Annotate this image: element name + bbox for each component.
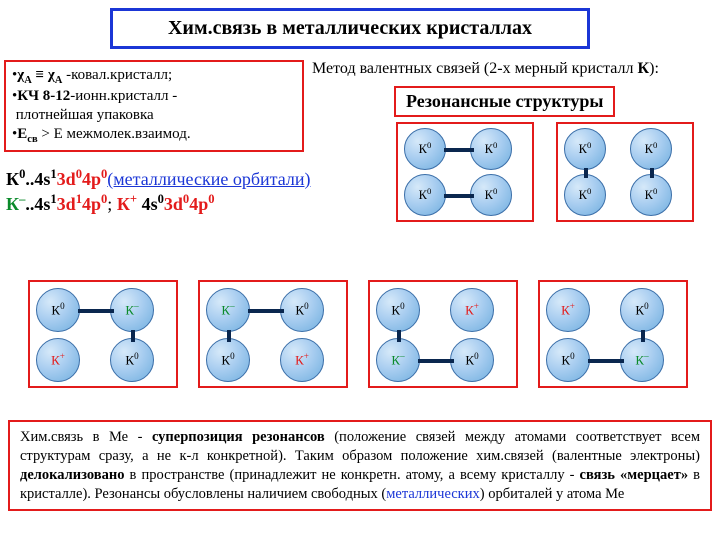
atom: К0	[564, 128, 606, 170]
resonance-structure: К+ К0 К0 К–	[538, 280, 688, 388]
prop-line-2: •КЧ 8-12-ионн.кристалл - плотнейшая упак…	[12, 87, 296, 125]
atom: К–	[206, 288, 250, 332]
atom: К–	[620, 338, 664, 382]
resonance-structure: К0 К+ К– К0	[368, 280, 518, 388]
bond	[584, 168, 588, 178]
atom: К0	[206, 338, 250, 382]
resonance-structure: К0К0К0К0	[396, 122, 534, 222]
atom: К0	[376, 288, 420, 332]
bond	[78, 309, 114, 313]
atom: К0	[470, 128, 512, 170]
bond	[227, 330, 231, 342]
bond	[588, 359, 624, 363]
atom: К–	[376, 338, 420, 382]
main-title: Хим.связь в металлических кристаллах	[110, 8, 590, 49]
atom: К0	[630, 128, 672, 170]
atom: К0	[36, 288, 80, 332]
prop-line-3: •Eсв > E межмолек.взаимод.	[12, 125, 296, 146]
prop-line-1: •χA ≡ χA -ковал.кристалл;	[12, 66, 296, 87]
metallic-link: металлических	[386, 486, 480, 502]
atom: К0	[630, 174, 672, 216]
resonance-structure: К0 К– К+ К0	[28, 280, 178, 388]
explanation-box: Хим.связь в Ме - суперпозиция резонансов…	[8, 420, 712, 511]
atom: К–	[110, 288, 154, 332]
bond	[641, 330, 645, 342]
bond	[248, 309, 284, 313]
resonance-structure: К0К0К0К0	[556, 122, 694, 222]
orbital-config: К0..4s13d04p0(металлические орбитали) К–…	[6, 166, 310, 217]
orbital-line-2: К–..4s13d14p0; К+ 4s03d04p0	[6, 191, 310, 216]
atom: К0	[404, 174, 446, 216]
atom: К0	[564, 174, 606, 216]
bond	[131, 330, 135, 342]
atom: К0	[546, 338, 590, 382]
atom: К0	[620, 288, 664, 332]
atom: К+	[546, 288, 590, 332]
properties-box: •χA ≡ χA -ковал.кристалл; •КЧ 8-12-ионн.…	[4, 60, 304, 152]
resonance-title: Резонансные структуры	[394, 86, 615, 117]
atom: К0	[470, 174, 512, 216]
bond	[397, 330, 401, 342]
atom: К+	[450, 288, 494, 332]
method-line: Метод валентных связей (2-х мерный крист…	[312, 60, 659, 78]
atom: К0	[404, 128, 446, 170]
metallic-orbitals-link[interactable]: (металлические орбитали)	[107, 169, 310, 189]
atom: К0	[110, 338, 154, 382]
atom: К+	[280, 338, 324, 382]
atom: К0	[280, 288, 324, 332]
atom: К0	[450, 338, 494, 382]
bond	[444, 194, 474, 198]
bond	[650, 168, 654, 178]
resonance-structure: К– К0 К0 К+	[198, 280, 348, 388]
bond	[444, 148, 474, 152]
bond	[418, 359, 454, 363]
atom: К+	[36, 338, 80, 382]
orbital-line-1: К0..4s13d04p0(металлические орбитали)	[6, 166, 310, 191]
